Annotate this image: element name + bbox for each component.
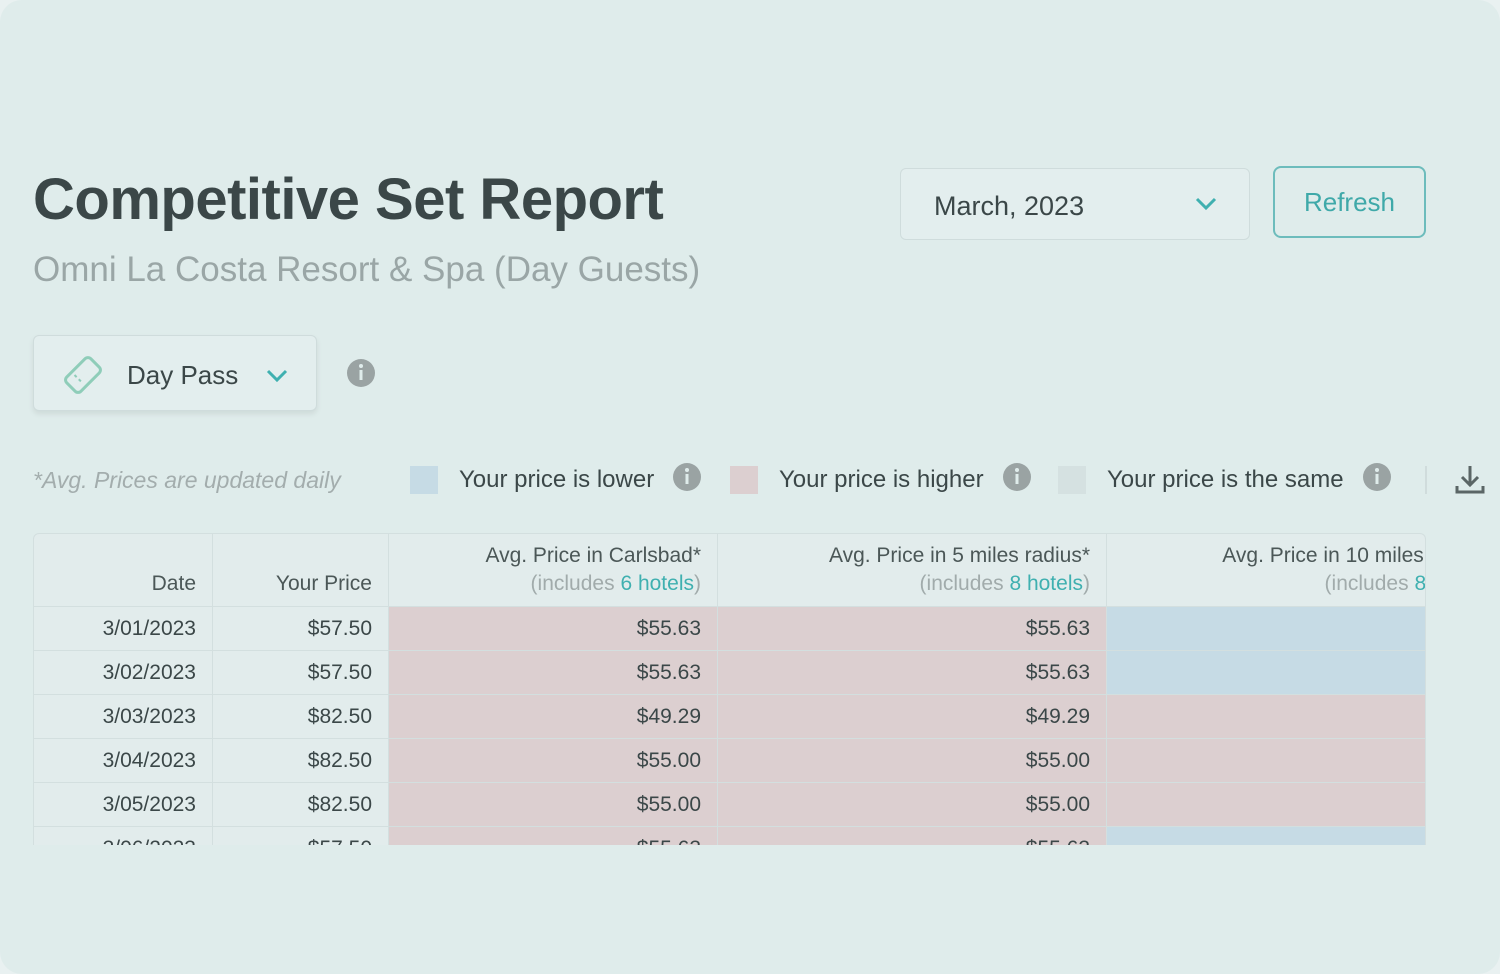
note-text: (includes <box>1324 572 1409 595</box>
legend-item: Your price is higher <box>730 462 1032 499</box>
divider <box>1425 466 1427 494</box>
table-cell: $55.00 <box>388 782 718 827</box>
legend-info <box>1362 462 1392 499</box>
column-title: Your Price <box>275 572 372 595</box>
column-title: Avg. Price in 5 miles radius* <box>828 544 1090 567</box>
legend-info <box>1002 462 1032 499</box>
table-cell: $55.63 <box>717 650 1107 695</box>
table-cell: $59.17 <box>1106 650 1425 695</box>
product-select[interactable]: Day Pass <box>33 335 317 411</box>
table-cell: 3/04/2023 <box>34 738 213 783</box>
legend-swatch <box>410 466 438 494</box>
table-row: 3/02/2023$57.50$55.63$55.63$59.17 <box>34 650 1425 695</box>
note-end: ) <box>1083 572 1090 595</box>
table-cell: $57.50 <box>212 650 389 695</box>
table-cell: $82.50 <box>212 694 389 739</box>
ticket-icon <box>64 356 102 394</box>
legend-label: Your price is lower <box>459 466 655 493</box>
column-title: Date <box>151 572 196 595</box>
page-title: Competitive Set Report <box>33 167 664 232</box>
table-cell: $57.50 <box>212 826 389 845</box>
refresh-button[interactable]: Refresh <box>1273 166 1426 238</box>
table-row: 3/03/2023$82.50$49.29$49.29$51.00 <box>34 694 1425 739</box>
download-icon[interactable] <box>1453 462 1487 496</box>
table-cell: $82.50 <box>212 738 389 783</box>
table-cell: $55.00 <box>388 738 718 783</box>
table-cell: $53.75 <box>1106 738 1425 783</box>
table-cell: $55.00 <box>717 738 1107 783</box>
month-value: March, 2023 <box>934 191 1085 221</box>
column-header: Avg. Price in 10 miles radius* (includes … <box>1106 534 1426 607</box>
info-icon[interactable] <box>1362 462 1392 492</box>
column-note: (includes 8 hotels) <box>1107 570 1426 598</box>
table-cell: 3/06/2023 <box>34 826 213 845</box>
hotels-link[interactable]: 8 hotels <box>1414 572 1426 595</box>
column-header: Avg. Price in Carlsbad* (includes 6 hotel… <box>388 534 718 607</box>
table-cell: $49.29 <box>388 694 718 739</box>
note-text: (includes <box>919 572 1004 595</box>
table-cell: $55.00 <box>717 782 1107 827</box>
table-cell: $55.63 <box>388 826 718 845</box>
column-header: Avg. Price in 5 miles radius* (includes 8… <box>717 534 1107 607</box>
table-cell: $51.00 <box>1106 694 1425 739</box>
table-row: 3/05/2023$82.50$55.00$55.00$53.75 <box>34 782 1425 827</box>
legend-info <box>672 462 702 499</box>
table-cell: 3/01/2023 <box>34 606 213 651</box>
column-header: Your Price <box>212 534 389 607</box>
table-cell: $55.63 <box>388 606 718 651</box>
month-select[interactable]: March, 2023 <box>900 168 1250 240</box>
column-note: (includes 6 hotels) <box>389 570 701 598</box>
legend-item: Your price is the same <box>1058 462 1392 499</box>
info-icon[interactable] <box>346 358 376 388</box>
column-note: (includes 8 hotels) <box>718 570 1090 598</box>
legend-label: Your price is higher <box>779 466 984 493</box>
table-cell: 3/02/2023 <box>34 650 213 695</box>
table-cell: 3/05/2023 <box>34 782 213 827</box>
note-text: (includes <box>530 572 615 595</box>
table-cell: $59.17 <box>1106 606 1425 651</box>
table-cell: $55.63 <box>717 826 1107 845</box>
page-subtitle: Omni La Costa Resort & Spa (Day Guests) <box>33 250 701 289</box>
column-title: Avg. Price in Carlsbad* <box>485 544 701 567</box>
table-cell: $82.50 <box>212 782 389 827</box>
legend-label: Your price is the same <box>1107 466 1344 493</box>
table-row: 3/04/2023$82.50$55.00$55.00$53.75 <box>34 738 1425 783</box>
legend-swatch <box>730 466 758 494</box>
price-table: Date Your Price Avg. Price in Carlsbad* (in… <box>33 533 1426 845</box>
table-cell: $55.63 <box>388 650 718 695</box>
legend-item: Your price is lower <box>410 462 702 499</box>
info-icon[interactable] <box>672 462 702 492</box>
table-cell: $53.75 <box>1106 782 1425 827</box>
table-cell: $55.63 <box>717 606 1107 651</box>
column-header: Date <box>34 534 213 607</box>
table-cell: 3/03/2023 <box>34 694 213 739</box>
legend-swatch <box>1058 466 1086 494</box>
column-title: Avg. Price in 10 miles radius* <box>1222 544 1425 567</box>
product-value: Day Pass <box>127 360 239 390</box>
info-icon[interactable] <box>1002 462 1032 492</box>
update-note: *Avg. Prices are updated daily <box>33 467 341 493</box>
table-row: 3/06/2023$57.50$55.63$55.63$59.17 <box>34 826 1425 845</box>
table-cell: $59.17 <box>1106 826 1425 845</box>
hotels-link[interactable]: 6 hotels <box>620 572 694 595</box>
table-row: 3/01/2023$57.50$55.63$55.63$59.17 <box>34 606 1425 651</box>
hotels-link[interactable]: 8 hotels <box>1009 572 1083 595</box>
table-cell: $49.29 <box>717 694 1107 739</box>
note-end: ) <box>694 572 701 595</box>
chevron <box>1195 197 1217 211</box>
chevron <box>266 369 288 383</box>
table-cell: $57.50 <box>212 606 389 651</box>
